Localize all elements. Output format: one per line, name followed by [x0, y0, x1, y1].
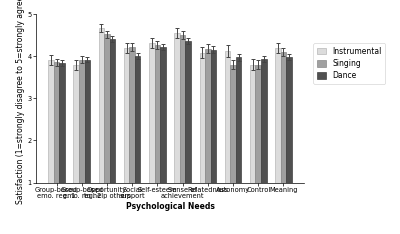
Bar	[236, 57, 241, 225]
Bar	[256, 65, 261, 225]
Bar	[230, 65, 236, 225]
Bar	[54, 62, 59, 225]
Bar	[110, 39, 115, 225]
Bar	[286, 57, 292, 225]
Bar	[180, 35, 185, 225]
Bar	[135, 56, 140, 225]
Bar	[225, 51, 230, 225]
Bar	[48, 60, 54, 225]
Bar	[149, 43, 155, 225]
Bar	[84, 59, 90, 225]
Bar	[211, 50, 216, 225]
Bar	[174, 33, 180, 225]
Bar	[205, 49, 211, 225]
Bar	[261, 59, 266, 225]
Legend: Instrumental, Singing, Dance: Instrumental, Singing, Dance	[313, 43, 386, 84]
Bar	[129, 47, 135, 225]
Bar	[155, 45, 160, 225]
Bar	[74, 65, 79, 225]
Bar	[160, 47, 166, 225]
Bar	[124, 48, 129, 225]
Bar	[59, 63, 65, 225]
Bar	[99, 28, 104, 225]
Y-axis label: Satisfaction (1=strongly disagree to 5=strongly agree): Satisfaction (1=strongly disagree to 5=s…	[16, 0, 25, 204]
Bar	[275, 48, 281, 225]
Bar	[185, 41, 191, 225]
Bar	[281, 52, 286, 225]
X-axis label: Psychological Needs: Psychological Needs	[126, 202, 214, 211]
Bar	[200, 53, 205, 225]
Bar	[104, 34, 110, 225]
Bar	[79, 59, 84, 225]
Bar	[250, 65, 256, 225]
